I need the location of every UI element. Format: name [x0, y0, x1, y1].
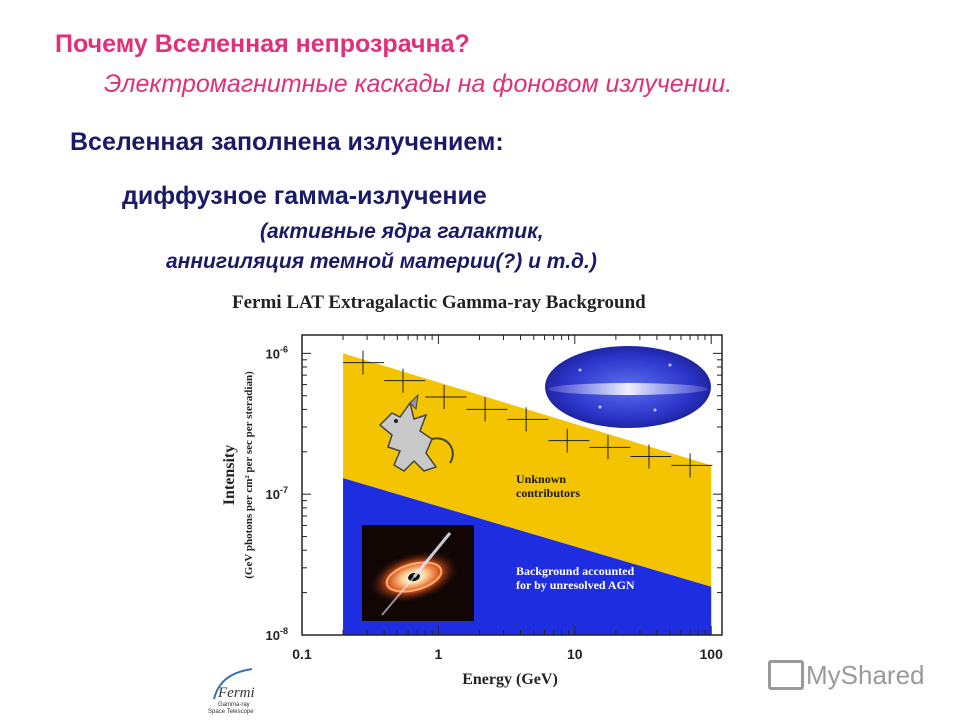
annotation-unknown: Unknown [516, 472, 566, 486]
slide-subheading: диффузное гамма-излучение [122, 182, 487, 210]
annotation-unknown: contributors [516, 486, 580, 500]
note-line-1: (активные ядра галактик, [260, 220, 544, 243]
annotation-agn: for by unresolved AGN [516, 578, 635, 592]
watermark-text: MyShared [806, 660, 925, 690]
y-axis-label: Intensity [221, 445, 238, 505]
fermi-logo: Fermi Gamma-ray Space Telescope [208, 668, 255, 715]
fermi-chart: Fermi LAT Extragalactic Gamma-ray Backgr… [221, 292, 724, 688]
agn-illustration [362, 525, 474, 621]
svg-text:Space Telescope: Space Telescope [208, 709, 254, 715]
band-unknown-contributors [343, 353, 712, 587]
svg-text:Fermi: Fermi [217, 685, 255, 701]
watermark-icon [768, 660, 804, 690]
svg-text:Gamma-ray: Gamma-ray [218, 702, 250, 708]
x-tick-label: 0.1 [292, 646, 312, 662]
slide-title: Почему Вселенная непрозрачна? [55, 30, 470, 58]
annotation-agn: Background accounted [516, 564, 634, 578]
note-line-2: аннигиляция темной материи(?) и т.д.) [166, 250, 597, 273]
x-tick-label: 100 [700, 646, 724, 662]
y-tick-label: 10-7 [266, 485, 288, 502]
dragon-illustration [378, 393, 454, 472]
x-axis-label: Energy (GeV) [462, 671, 558, 688]
chart-title: Fermi LAT Extragalactic Gamma-ray Backgr… [232, 292, 646, 313]
slide-heading: Вселенная заполнена излучением: [70, 128, 504, 156]
slide-subtitle: Электромагнитные каскады на фоновом излу… [104, 70, 733, 98]
y-axis-units: (GeV photons per cm² per sec per steradi… [243, 371, 255, 579]
x-tick-label: 1 [435, 646, 443, 662]
x-tick-label: 10 [567, 646, 583, 662]
y-tick-label: 10-6 [266, 344, 288, 361]
plot-frame [301, 334, 723, 636]
sky-map-image [545, 346, 711, 428]
y-tick-label: 10-8 [266, 626, 288, 643]
